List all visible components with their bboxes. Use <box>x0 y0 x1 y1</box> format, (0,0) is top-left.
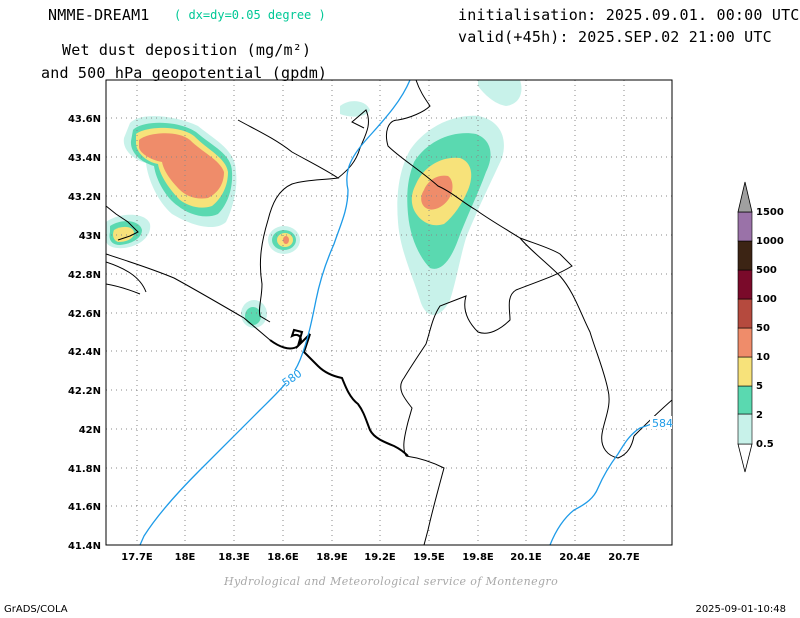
dust-blob-northwest <box>123 116 237 228</box>
lat-tick: 41.8N <box>68 464 101 475</box>
legend-top-arrow <box>737 181 753 213</box>
contour-label-bg-1 <box>280 370 306 383</box>
dust-blob-north <box>340 101 370 117</box>
lat-tick: 41.4N <box>68 541 101 552</box>
map-title-line1: Wet dust deposition (mg/m²) <box>62 41 312 59</box>
legend-swatch <box>737 269 753 300</box>
legend-swatch <box>737 385 753 415</box>
lat-tick: 42.8N <box>68 270 101 281</box>
contour-label-bg-2 <box>650 416 672 429</box>
lon-tick: 17.7E <box>121 552 153 563</box>
render-timestamp: 2025-09-01-10:48 <box>695 604 786 615</box>
lon-tick: 18.9E <box>316 552 348 563</box>
dust-deposition-fields <box>106 80 522 328</box>
legend-swatch <box>737 211 753 242</box>
lon-tick: 19.5E <box>413 552 445 563</box>
legend-labels: 0.5 2 5 10 50 100 500 1000 1500 <box>756 207 784 450</box>
lon-tick: 18.3E <box>218 552 250 563</box>
valid-time: valid(+45h): 2025.SEP.02 21:00 UTC <box>458 28 772 46</box>
legend-label: 10 <box>756 352 770 363</box>
lat-tick: 42.2N <box>68 386 101 397</box>
lat-tick: 43.2N <box>68 192 101 203</box>
dust-blob-top-edge <box>478 80 522 106</box>
grads-label: GrADS/COLA <box>4 604 68 615</box>
legend-label: 1000 <box>756 236 784 247</box>
lon-tick: 20.7E <box>608 552 640 563</box>
credit-text: Hydrological and Meteorological service … <box>224 575 559 588</box>
dust-blob-west <box>106 214 151 249</box>
dust-blob-center <box>268 226 300 254</box>
lon-tick: 18E <box>175 552 196 563</box>
map-title-line2: and 500 hPa geopotential (gpdm) <box>41 64 328 82</box>
legend-label: 5 <box>756 381 763 392</box>
borders <box>106 80 672 545</box>
lat-tick: 43.6N <box>68 114 101 125</box>
lon-tick: 18.6E <box>267 552 299 563</box>
lat-tick: 42.4N <box>68 347 101 358</box>
lat-tick: 42.6N <box>68 309 101 320</box>
lat-tick: 42N <box>79 425 101 436</box>
legend-swatch <box>737 413 753 445</box>
lat-axis: 43.6N 43.4N 43.2N 43N 42.8N 42.6N 42.4N … <box>68 114 101 552</box>
lon-tick: 19.8E <box>462 552 494 563</box>
lat-tick: 43N <box>79 231 101 242</box>
lon-tick: 20.4E <box>559 552 591 563</box>
map-frame <box>105 79 673 546</box>
legend-swatch <box>737 298 753 329</box>
legend-label: 1500 <box>756 207 784 218</box>
dust-blob-coastal <box>241 300 267 328</box>
legend-swatch <box>737 240 753 271</box>
color-legend: 0.5 2 5 10 50 100 500 1000 1500 <box>737 181 784 473</box>
legend-label: 2 <box>756 410 763 421</box>
model-name: NMME-DREAM1 <box>48 6 150 24</box>
lat-tick: 41.6N <box>68 502 101 513</box>
init-time: initialisation: 2025.09.01. 00:00 UTC <box>458 6 800 24</box>
lon-tick: 19.2E <box>364 552 396 563</box>
legend-label: 0.5 <box>756 439 774 450</box>
legend-label: 500 <box>756 265 777 276</box>
lon-axis: 17.7E 18E 18.3E 18.6E 18.9E 19.2E 19.5E … <box>121 552 640 563</box>
contour-label-584: 584 <box>652 417 673 430</box>
legend-bottom-arrow <box>737 443 753 473</box>
dust-blob-northeast <box>397 115 504 315</box>
legend-swatch <box>737 356 753 387</box>
legend-label: 50 <box>756 323 770 334</box>
lon-tick: 20.1E <box>510 552 542 563</box>
geopotential-contours <box>139 80 672 545</box>
legend-label: 100 <box>756 294 777 305</box>
resolution-label: ( dx=dy=0.05 degree ) <box>174 8 326 22</box>
lat-tick: 43.4N <box>68 153 101 164</box>
legend-swatch <box>737 327 753 358</box>
